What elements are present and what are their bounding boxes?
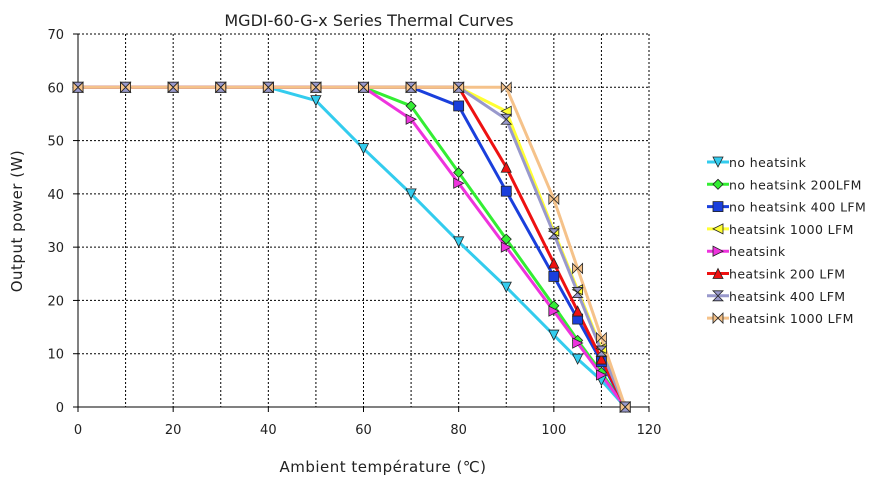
data-point	[595, 353, 608, 365]
data-point	[72, 81, 84, 94]
data-point	[548, 257, 560, 269]
data-point	[596, 369, 608, 381]
data-point	[453, 166, 465, 179]
y-tick-label: 20	[47, 294, 64, 309]
data-point	[500, 281, 512, 294]
data-point	[500, 81, 512, 94]
data-point	[500, 233, 512, 245]
y-tick-label: 30	[47, 241, 64, 256]
data-point	[571, 287, 584, 298]
data-point	[405, 81, 417, 94]
data-point	[453, 177, 465, 189]
legend-label: heatsink	[729, 244, 786, 259]
legend-item-5: heatsink	[707, 244, 786, 259]
legend-marker	[712, 156, 724, 168]
legend-label: heatsink 200 LFM	[729, 267, 845, 282]
legend-item-8: heatsink 1000 LFM	[707, 311, 854, 326]
data-point	[405, 100, 417, 112]
legend-marker	[712, 245, 724, 257]
legend-marker	[712, 312, 724, 325]
legend-label: heatsink 400 LFM	[729, 289, 845, 304]
data-point	[595, 345, 608, 357]
legend-item-2: no heatsink 200LFM	[707, 177, 862, 192]
data-point	[215, 81, 227, 94]
data-point	[120, 81, 131, 94]
x-tick-label: 80	[450, 423, 467, 438]
data-point	[500, 113, 513, 125]
data-point	[500, 185, 512, 197]
legend-item-6: heatsink 200 LFM	[707, 267, 845, 282]
data-point	[547, 228, 560, 240]
data-point	[500, 161, 512, 173]
legend-item-1: no heatsink	[707, 155, 807, 170]
data-point	[548, 271, 560, 282]
x-tick-label: 0	[74, 423, 82, 438]
y-axis-label: Output power (W)	[8, 150, 26, 293]
data-point	[405, 113, 417, 125]
data-point	[571, 353, 584, 365]
series-markers	[72, 81, 632, 413]
legend-item-3: no heatsink 400 LFM	[707, 200, 866, 215]
data-point	[572, 337, 584, 349]
y-tick-label: 0	[56, 401, 64, 416]
y-tick-label: 70	[47, 28, 64, 43]
series-markers-8	[72, 81, 631, 413]
data-point	[548, 305, 560, 317]
y-tick-label: 40	[47, 188, 64, 203]
x-axis-label: Ambient température (℃)	[279, 458, 486, 476]
data-point	[453, 236, 465, 248]
legend-item-4: heatsink 1000 LFM	[707, 222, 854, 237]
data-point	[619, 401, 631, 413]
legend-marker	[712, 178, 724, 190]
data-point	[262, 81, 274, 94]
data-point	[310, 95, 322, 107]
legend-label: no heatsink 200LFM	[729, 177, 862, 192]
data-point	[500, 241, 513, 253]
y-tick-label: 50	[47, 135, 64, 150]
data-point	[548, 193, 560, 206]
legend-label: no heatsink 400 LFM	[729, 200, 866, 215]
data-point	[500, 105, 512, 117]
chart-title: MGDI-60-G-x Series Thermal Curves	[224, 11, 513, 30]
legend-marker	[712, 267, 724, 279]
y-tick-label: 10	[47, 348, 64, 363]
x-tick-label: 60	[355, 423, 372, 438]
legend: no heatsink no heatsink 200LFM no heatsink…	[707, 155, 866, 326]
data-point	[310, 81, 322, 94]
y-tick-label: 60	[47, 81, 64, 96]
legend-label: heatsink 1000 LFM	[729, 222, 854, 237]
legend-label: no heatsink	[729, 155, 807, 170]
legend-marker	[712, 290, 724, 302]
y-axis-ticks: 0 10 20 30 40 50 60 70	[47, 28, 78, 416]
legend-marker	[712, 201, 724, 213]
data-point	[571, 305, 584, 317]
x-tick-label: 100	[541, 423, 566, 438]
data-point	[572, 262, 584, 275]
x-tick-label: 120	[637, 423, 662, 438]
data-point	[548, 329, 560, 341]
x-axis-ticks: 0 20 40 60 80 100 120	[74, 407, 662, 438]
data-point	[167, 81, 179, 94]
data-point	[358, 81, 369, 94]
data-point	[596, 331, 607, 344]
data-point	[453, 81, 465, 94]
data-point	[405, 188, 417, 200]
legend-label: heatsink 1000 LFM	[729, 311, 854, 326]
x-tick-label: 20	[165, 423, 182, 438]
legend-item-7: heatsink 400 LFM	[707, 289, 845, 304]
data-point	[453, 100, 465, 112]
legend-marker	[712, 223, 724, 235]
x-tick-label: 40	[260, 423, 277, 438]
data-point	[357, 143, 370, 155]
series-line-8	[78, 85, 627, 408]
